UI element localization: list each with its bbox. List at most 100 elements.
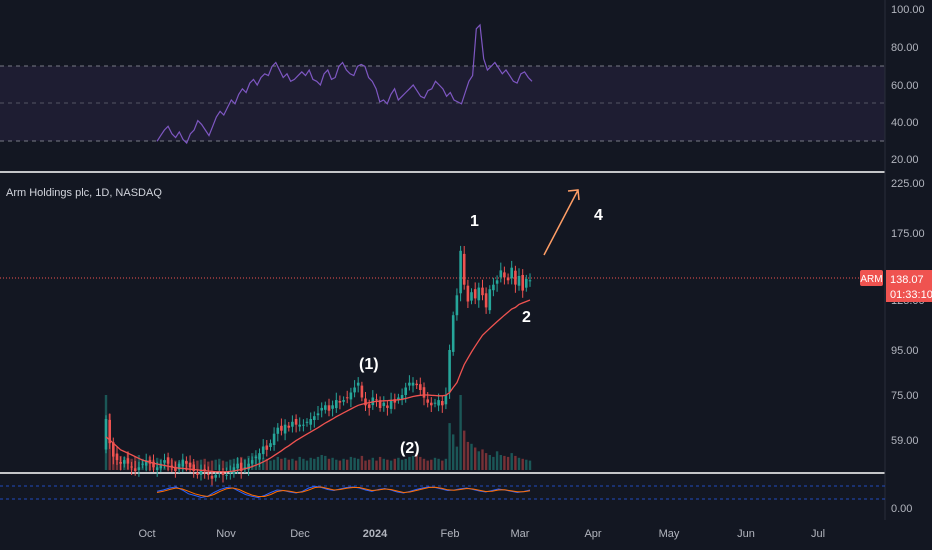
rsi-panel [0, 23, 885, 145]
candle-body [210, 475, 214, 479]
volume-bar [335, 459, 338, 470]
candle-body [287, 425, 291, 428]
candle-body [302, 424, 305, 426]
time-axis[interactable]: Oct Nov Dec 2024 Feb Mar Apr May Jun Jul [138, 528, 825, 540]
volume-bar [225, 461, 228, 470]
volume-bar [455, 446, 459, 470]
candle-body [108, 419, 111, 444]
candle-body [492, 284, 495, 291]
ticker-badge: ARM [860, 270, 883, 286]
volume-bar [400, 459, 404, 470]
volume-bar [262, 457, 265, 470]
volume-bar [287, 459, 290, 470]
volume-bar [338, 460, 342, 470]
candle-body [338, 401, 342, 403]
volume-bar [422, 458, 426, 471]
rsi-line [156, 23, 533, 145]
volume-bar [426, 460, 429, 470]
candle-body [199, 471, 203, 475]
candles [104, 245, 532, 486]
candle-body [185, 461, 188, 464]
candle-body [236, 463, 239, 469]
volume-bar [514, 455, 517, 470]
volume-bar [463, 430, 466, 470]
time-tick-apr: Apr [584, 528, 601, 540]
volume-bar [517, 457, 521, 470]
volume-bar [214, 459, 217, 470]
volume-bar [525, 459, 528, 470]
stoch-k-line [156, 485, 531, 499]
candle-body [521, 275, 524, 291]
rsi-tick-40: 40.00 [891, 117, 919, 129]
candle-body [298, 424, 301, 427]
candle-body [495, 280, 499, 284]
volume-bar [448, 423, 451, 470]
volume-bar [221, 460, 225, 470]
candle-body [294, 419, 298, 425]
volume-bar [393, 458, 396, 471]
candle-body [389, 400, 393, 409]
candle-body [309, 419, 312, 425]
volume-bar [452, 434, 455, 470]
volume-bar [441, 460, 444, 470]
price-panel: Arm Holdings plc, 1D, NASDAQ 1 2 (1) (2)… [0, 187, 885, 486]
volume-bar [386, 459, 389, 470]
price-tick-95: 95.00 [891, 345, 919, 357]
candle-body [517, 276, 521, 286]
volume-bar [503, 455, 506, 470]
candle-body [159, 463, 163, 469]
projection-arrow[interactable] [543, 189, 580, 256]
candle-body [133, 468, 137, 472]
svg-text:138.07: 138.07 [890, 274, 924, 286]
volume-bar [470, 443, 473, 471]
candle-body [243, 467, 247, 469]
candle-body [400, 395, 404, 400]
volume-bar [430, 459, 433, 470]
candle-body [481, 287, 484, 296]
time-tick-jul: Jul [811, 528, 825, 540]
candle-body [316, 413, 320, 416]
volume-bar [272, 459, 276, 470]
rsi-tick-100: 100.00 [891, 4, 925, 16]
symbol-title: Arm Holdings plc, 1D, NASDAQ [6, 187, 162, 199]
candle-body [506, 277, 510, 281]
volume-bar [459, 395, 462, 470]
volume-bar [313, 458, 316, 471]
candle-body [196, 472, 199, 475]
volume-bar [488, 455, 491, 470]
candle-body [455, 295, 459, 316]
candle-body [144, 460, 148, 466]
volume-bar [269, 460, 272, 470]
price-tick-225: 225.00 [891, 178, 925, 190]
wave-label-paren-1: (1) [359, 356, 379, 373]
candle-body [174, 467, 177, 471]
volume-bar [280, 458, 283, 471]
candle-body [397, 397, 400, 400]
candle-body [510, 267, 513, 279]
candle-body [207, 473, 210, 475]
last-price-badge: 138.07 01:33:10 [886, 270, 932, 302]
volume-bar [353, 457, 356, 470]
candle-body [335, 400, 338, 409]
volume-bar [309, 457, 312, 470]
time-tick-mar: Mar [511, 528, 530, 540]
volume-bar [324, 455, 327, 470]
candle-body [462, 253, 466, 285]
candle-body [514, 270, 517, 285]
volume-bar [302, 458, 305, 471]
candle-body [112, 442, 115, 457]
price-tick-175: 175.00 [891, 228, 925, 240]
volume-bar [368, 459, 371, 470]
volume-bar [378, 456, 382, 470]
volume-bar [528, 460, 532, 470]
volume-bar [484, 453, 488, 470]
volume-bar [203, 458, 206, 471]
price-axis[interactable]: 100.00 80.00 60.00 40.00 20.00 225.00 17… [891, 4, 925, 515]
moving-average-line [105, 299, 531, 473]
stoch-tick-0: 0.00 [891, 503, 912, 515]
candle-body [342, 400, 345, 402]
volume-bar [218, 458, 221, 471]
candle-body [258, 453, 261, 460]
time-tick-feb: Feb [441, 528, 460, 540]
